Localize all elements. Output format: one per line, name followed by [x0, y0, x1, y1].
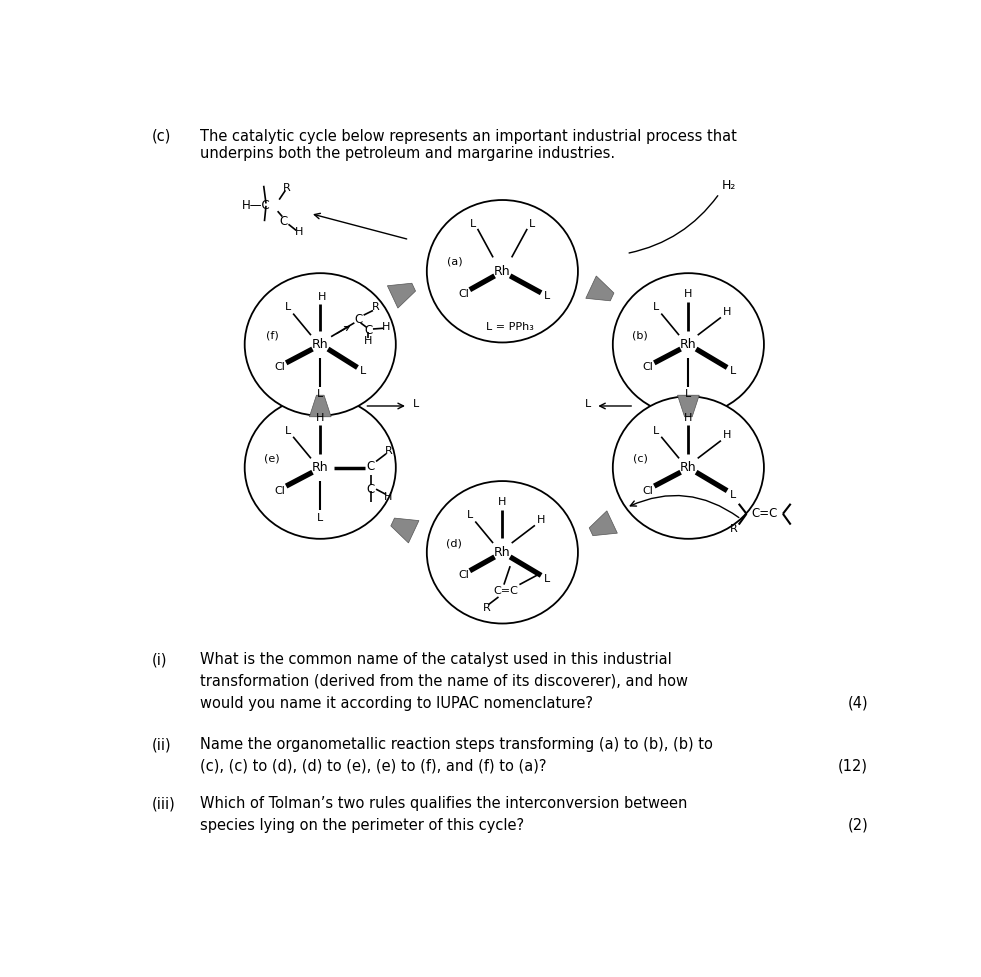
Text: (e): (e)	[265, 453, 280, 463]
Text: Rh: Rh	[312, 338, 329, 351]
Text: L: L	[412, 399, 419, 408]
Text: Cl: Cl	[275, 362, 285, 372]
Text: Rh: Rh	[312, 461, 329, 474]
Text: C=C: C=C	[751, 507, 778, 521]
Text: What is the common name of the catalyst used in this industrial: What is the common name of the catalyst …	[200, 653, 672, 667]
Text: C: C	[280, 215, 288, 228]
Text: underpins both the petroleum and margarine industries.: underpins both the petroleum and margari…	[200, 147, 615, 161]
Ellipse shape	[427, 200, 578, 343]
Text: H₂: H₂	[721, 179, 736, 192]
Ellipse shape	[244, 397, 395, 538]
Text: R: R	[385, 446, 392, 455]
Text: The catalytic cycle below represents an important industrial process that: The catalytic cycle below represents an …	[200, 129, 737, 144]
Text: L: L	[360, 366, 366, 376]
Text: Rh: Rh	[680, 338, 697, 351]
Text: Cl: Cl	[458, 571, 469, 580]
Text: L: L	[585, 399, 591, 408]
Text: Cl: Cl	[458, 289, 469, 299]
Text: Cl: Cl	[643, 362, 653, 372]
Text: (i): (i)	[152, 653, 168, 667]
Polygon shape	[390, 518, 419, 543]
Text: Which of Tolman’s two rules qualifies the interconversion between: Which of Tolman’s two rules qualifies th…	[200, 796, 688, 811]
Text: (a): (a)	[446, 257, 462, 267]
Text: L: L	[544, 574, 550, 584]
Text: Cl: Cl	[275, 486, 285, 495]
Text: C: C	[367, 483, 375, 495]
Text: L: L	[470, 219, 476, 229]
Text: Rh: Rh	[494, 546, 511, 559]
Text: R: R	[284, 183, 290, 193]
Text: (b): (b)	[633, 330, 648, 340]
Text: L: L	[686, 390, 692, 400]
Text: C: C	[364, 324, 373, 337]
Text: H: H	[318, 292, 326, 302]
Text: C=C: C=C	[493, 586, 519, 596]
Text: L: L	[730, 489, 737, 499]
Text: (c), (c) to (d), (d) to (e), (e) to (f), and (f) to (a)?: (c), (c) to (d), (d) to (e), (e) to (f),…	[200, 759, 546, 774]
Text: (d): (d)	[446, 538, 462, 548]
Text: L: L	[652, 303, 659, 313]
Ellipse shape	[427, 481, 578, 623]
Text: Rh: Rh	[494, 265, 511, 277]
Ellipse shape	[613, 274, 764, 415]
Text: C: C	[367, 459, 375, 473]
Text: L = PPh₃: L = PPh₃	[487, 321, 534, 331]
Text: transformation (derived from the name of its discoverer), and how: transformation (derived from the name of…	[200, 674, 688, 689]
Text: H: H	[723, 307, 731, 318]
Text: H: H	[316, 412, 325, 422]
Text: H: H	[723, 430, 731, 441]
Text: L: L	[467, 510, 473, 521]
Text: H: H	[684, 289, 693, 299]
Text: L: L	[317, 513, 324, 523]
Text: (12): (12)	[838, 759, 868, 774]
Text: (f): (f)	[266, 330, 279, 340]
Polygon shape	[309, 396, 332, 417]
Text: H: H	[295, 227, 303, 237]
Text: (4): (4)	[848, 696, 868, 710]
Text: L: L	[284, 426, 290, 436]
Ellipse shape	[244, 274, 395, 415]
Text: H: H	[385, 491, 392, 502]
Ellipse shape	[613, 397, 764, 538]
Text: L: L	[730, 366, 737, 376]
Text: H: H	[498, 497, 506, 507]
Text: Rh: Rh	[680, 461, 697, 474]
Polygon shape	[387, 283, 416, 308]
Polygon shape	[678, 396, 699, 417]
Text: R: R	[372, 303, 380, 313]
Text: (c): (c)	[152, 129, 172, 144]
Text: L: L	[284, 303, 290, 313]
Polygon shape	[590, 511, 617, 535]
Text: H: H	[382, 322, 390, 332]
Polygon shape	[586, 276, 614, 301]
Text: Name the organometallic reaction steps transforming (a) to (b), (b) to: Name the organometallic reaction steps t…	[200, 737, 713, 752]
Text: L: L	[317, 390, 324, 400]
Text: would you name it according to IUPAC nomenclature?: would you name it according to IUPAC nom…	[200, 696, 594, 710]
Text: H: H	[364, 335, 373, 346]
Text: L: L	[544, 291, 550, 301]
Text: R: R	[483, 603, 490, 613]
Text: L: L	[652, 426, 659, 436]
Text: H: H	[537, 515, 545, 525]
Text: (2): (2)	[848, 818, 868, 833]
Text: H—C: H—C	[241, 199, 271, 212]
Text: (c): (c)	[633, 453, 647, 463]
Text: Cl: Cl	[643, 486, 653, 495]
Text: C: C	[355, 314, 363, 326]
Text: (ii): (ii)	[152, 737, 172, 752]
Text: (iii): (iii)	[152, 796, 176, 811]
Text: L: L	[529, 219, 535, 229]
Text: species lying on the perimeter of this cycle?: species lying on the perimeter of this c…	[200, 818, 524, 833]
Text: H: H	[684, 412, 693, 422]
Text: R: R	[730, 525, 737, 534]
